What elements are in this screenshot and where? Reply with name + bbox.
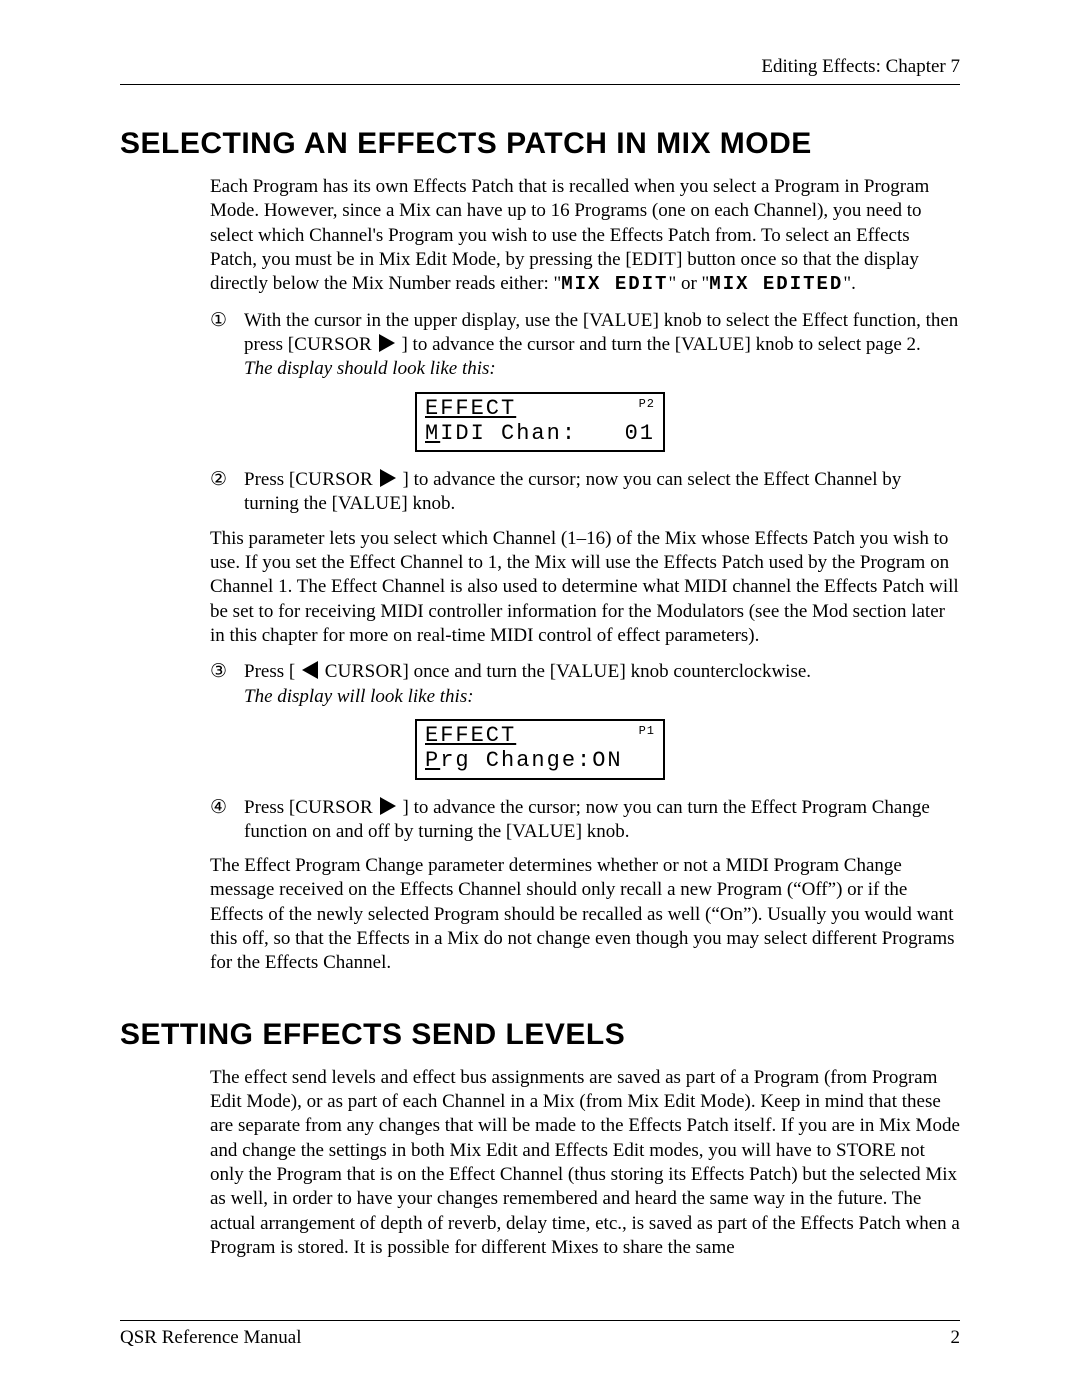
paragraph-program-change: The Effect Program Change parameter dete… bbox=[210, 854, 960, 976]
heading-selecting-effects-patch: SELECTING AN EFFECTS PATCH IN MIX MODE bbox=[120, 127, 960, 161]
step-2-number: ② bbox=[210, 468, 227, 492]
lcd1-row1-right: P2 bbox=[639, 398, 655, 410]
cursor-key-label-4: CURSOR bbox=[295, 797, 373, 818]
lcd2-row2: Prg Change:ON bbox=[425, 748, 638, 773]
step-3-caption: The display will look like this: bbox=[244, 685, 960, 709]
paragraph-channel-select: This parameter lets you select which Cha… bbox=[210, 527, 960, 649]
step-2-text-a: Press [ bbox=[244, 469, 295, 490]
lcd-display-2: EFFECT P1 Prg Change:ON bbox=[415, 719, 665, 780]
value-key-label-2: VALUE bbox=[681, 334, 744, 355]
mix-edited-label: MIX EDITED bbox=[709, 273, 843, 295]
footer-manual-title: QSR Reference Manual bbox=[120, 1327, 302, 1349]
step-4-text-a: Press [ bbox=[244, 797, 295, 818]
lcd-display-1-wrap: EFFECT P2 MIDI Chan: 01 bbox=[120, 392, 960, 453]
bottom-rule bbox=[120, 1320, 960, 1321]
para2-text: This parameter lets you select which Cha… bbox=[210, 527, 960, 649]
cursor-key-label-2: CURSOR bbox=[295, 469, 373, 490]
step-1-text-d: ] knob to select page 2. bbox=[745, 334, 921, 355]
para4-text: The effect send levels and effect bus as… bbox=[210, 1066, 960, 1261]
step-3: ③ Press [ CURSOR] once and turn the [VAL… bbox=[210, 660, 960, 709]
step-2: ② Press [CURSOR ] to advance the cursor;… bbox=[210, 468, 960, 517]
intro-paragraph: Each Program has its own Effects Patch t… bbox=[210, 175, 960, 297]
edit-key-label: EDIT bbox=[632, 249, 676, 270]
value-key-label: VALUE bbox=[589, 310, 652, 331]
running-header: Editing Effects: Chapter 7 bbox=[120, 56, 960, 78]
lcd1-row2-left: MIDI Chan: bbox=[425, 421, 577, 446]
page: Editing Effects: Chapter 7 SELECTING AN … bbox=[0, 0, 1080, 1397]
lcd1-row2-right: 01 bbox=[625, 421, 655, 446]
step-4-number: ④ bbox=[210, 796, 227, 820]
step-1-text-c: ] to advance the cursor and turn the [ bbox=[397, 334, 681, 355]
step-1: ① With the cursor in the upper display, … bbox=[210, 309, 960, 382]
lcd-display-1: EFFECT P2 MIDI Chan: 01 bbox=[415, 392, 665, 453]
cursor-right-icon bbox=[379, 334, 395, 352]
step-1-number: ① bbox=[210, 309, 227, 333]
top-rule bbox=[120, 84, 960, 85]
lcd2-row1-right: P1 bbox=[639, 725, 655, 737]
intro-text-3: " or " bbox=[668, 273, 709, 294]
para3-text: The Effect Program Change parameter dete… bbox=[210, 854, 960, 976]
value-key-label-3: VALUE bbox=[338, 493, 401, 514]
step-3-text-c: ] knob counterclockwise. bbox=[620, 661, 812, 682]
cursor-left-icon bbox=[302, 661, 318, 679]
step-1-caption: The display should look like this: bbox=[244, 357, 960, 381]
footer-page-number: 2 bbox=[951, 1327, 961, 1349]
heading-setting-send-levels: SETTING EFFECTS SEND LEVELS bbox=[120, 1018, 960, 1052]
step-2-text-c: ] knob. bbox=[401, 493, 455, 514]
step-4: ④ Press [CURSOR ] to advance the cursor;… bbox=[210, 796, 960, 845]
step-3-text-b: ] once and turn the [ bbox=[403, 661, 557, 682]
value-key-label-5: VALUE bbox=[512, 821, 575, 842]
cursor-key-label-3: CURSOR bbox=[325, 661, 403, 682]
step-4-text-c: ] knob. bbox=[576, 821, 630, 842]
intro-text-4: ". bbox=[843, 273, 856, 294]
value-key-label-4: VALUE bbox=[556, 661, 619, 682]
step-3-number: ③ bbox=[210, 660, 227, 684]
cursor-key-label: CURSOR bbox=[294, 334, 372, 355]
cursor-right-icon-2 bbox=[380, 469, 396, 487]
cursor-right-icon-3 bbox=[380, 797, 396, 815]
lcd2-row1-left: EFFECT bbox=[425, 723, 516, 748]
step-3-text-a: Press [ bbox=[244, 661, 300, 682]
page-footer: QSR Reference Manual 2 bbox=[120, 1320, 960, 1349]
mix-edit-label: MIX EDIT bbox=[561, 273, 668, 295]
lcd-display-2-wrap: EFFECT P1 Prg Change:ON bbox=[120, 719, 960, 780]
paragraph-send-levels: The effect send levels and effect bus as… bbox=[210, 1066, 960, 1261]
step-1-text-a: With the cursor in the upper display, us… bbox=[244, 310, 589, 331]
lcd1-row1-left: EFFECT bbox=[425, 396, 516, 421]
